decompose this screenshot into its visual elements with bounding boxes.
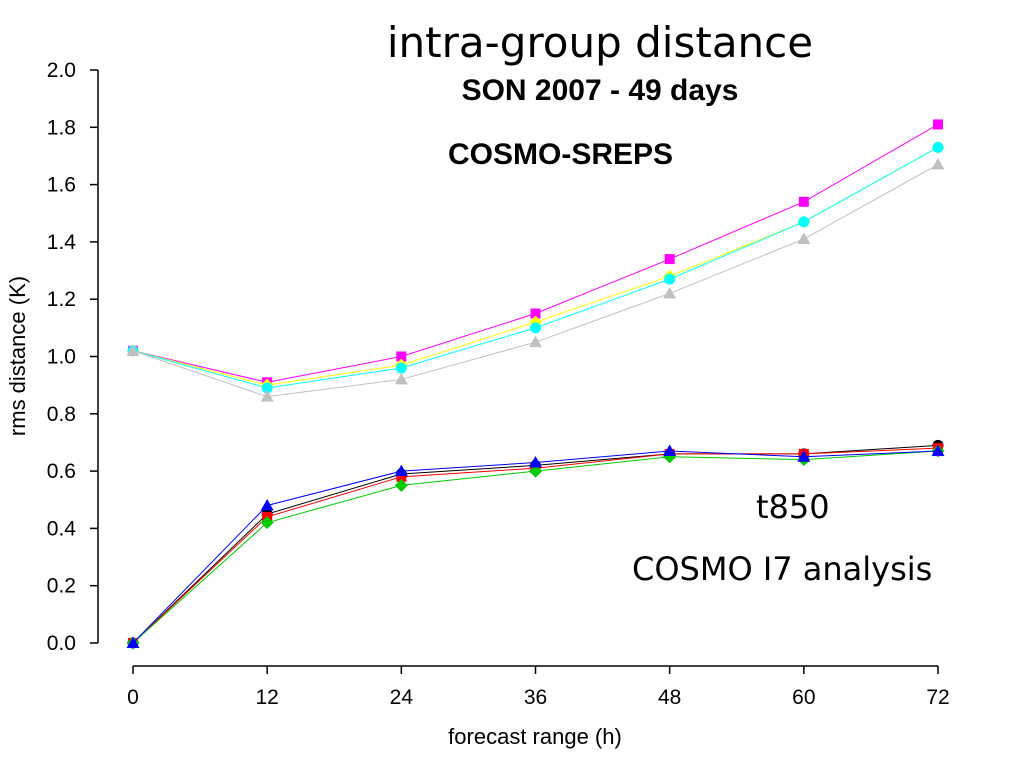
series-3-point (529, 335, 542, 348)
series-3-point (931, 158, 945, 170)
series-0-point (798, 196, 809, 207)
x-tick-label: 48 (658, 686, 681, 709)
y-tick-label: 1.2 (47, 288, 76, 311)
y-axis-label: rms distance (K) (5, 276, 30, 436)
series-2-point (798, 216, 810, 228)
system-annotation: COSMO-SREPS (448, 138, 674, 171)
series-3-point (394, 372, 408, 385)
series-7-point (260, 498, 274, 511)
series-6-point (529, 464, 542, 478)
x-tick-label: 24 (390, 686, 414, 709)
series-line-6 (132, 450, 939, 644)
series-6-point (394, 478, 408, 492)
x-axis-label: forecast range (h) (448, 724, 622, 749)
series-7-point (797, 450, 811, 462)
y-tick-label: 0.6 (47, 460, 76, 483)
x-tick-label: 36 (524, 686, 547, 709)
y-tick-label: 1.4 (47, 231, 77, 254)
series-line-1 (132, 146, 939, 386)
axes-layer: 0.0 0.2 0.4 0.6 0.8 1.0 1.2 1.4 1.6 1.8 2.0 0 12 24 36… (47, 59, 950, 709)
x-tick-label: 72 (926, 686, 949, 709)
series-3-point (260, 390, 274, 402)
y-tick-label: 1.6 (47, 174, 76, 197)
series-5-point (396, 471, 407, 482)
series-2-point (395, 362, 407, 374)
y-tick-label: 0.2 (47, 575, 76, 598)
series-line-3 (132, 164, 939, 398)
series-2-point (932, 141, 944, 153)
y-tick-label: 2.0 (47, 59, 76, 82)
series-7-point (394, 464, 408, 477)
series-2-point (664, 273, 676, 285)
series-6-point (260, 516, 274, 530)
x-tick-label: 60 (792, 686, 815, 709)
series-0-point (396, 351, 407, 362)
series-7-point (931, 444, 945, 457)
series-3-point (126, 344, 140, 356)
series-2-point (530, 322, 541, 334)
x-tick-label: 0 (127, 686, 139, 709)
y-tick-label: 0.8 (47, 403, 76, 426)
y-tick-label: 1.0 (47, 346, 76, 369)
series-line-7 (132, 450, 939, 644)
chart-subtitle: SON 2007 - 49 days (461, 74, 739, 107)
series-7-point (529, 456, 542, 468)
chart-title: intra-group distance (386, 18, 814, 67)
series-0-point (933, 119, 943, 130)
y-tick-label: 1.8 (47, 116, 76, 139)
series-7-point (126, 636, 140, 648)
x-tick-label: 12 (255, 686, 278, 709)
y-tick-label: 0.0 (47, 632, 76, 655)
series-2-point (261, 382, 273, 394)
series-0-point (530, 308, 541, 319)
series-3-point (663, 286, 677, 299)
variable-annotation: t850 (756, 488, 830, 526)
series-3-point (797, 232, 811, 245)
y-tick-label: 0.4 (47, 517, 77, 540)
series-line-2 (132, 146, 939, 389)
series-layer (126, 119, 945, 650)
series-0-point (664, 254, 675, 265)
analysis-annotation: COSMO I7 analysis (632, 550, 933, 588)
series-7-point (663, 444, 677, 457)
